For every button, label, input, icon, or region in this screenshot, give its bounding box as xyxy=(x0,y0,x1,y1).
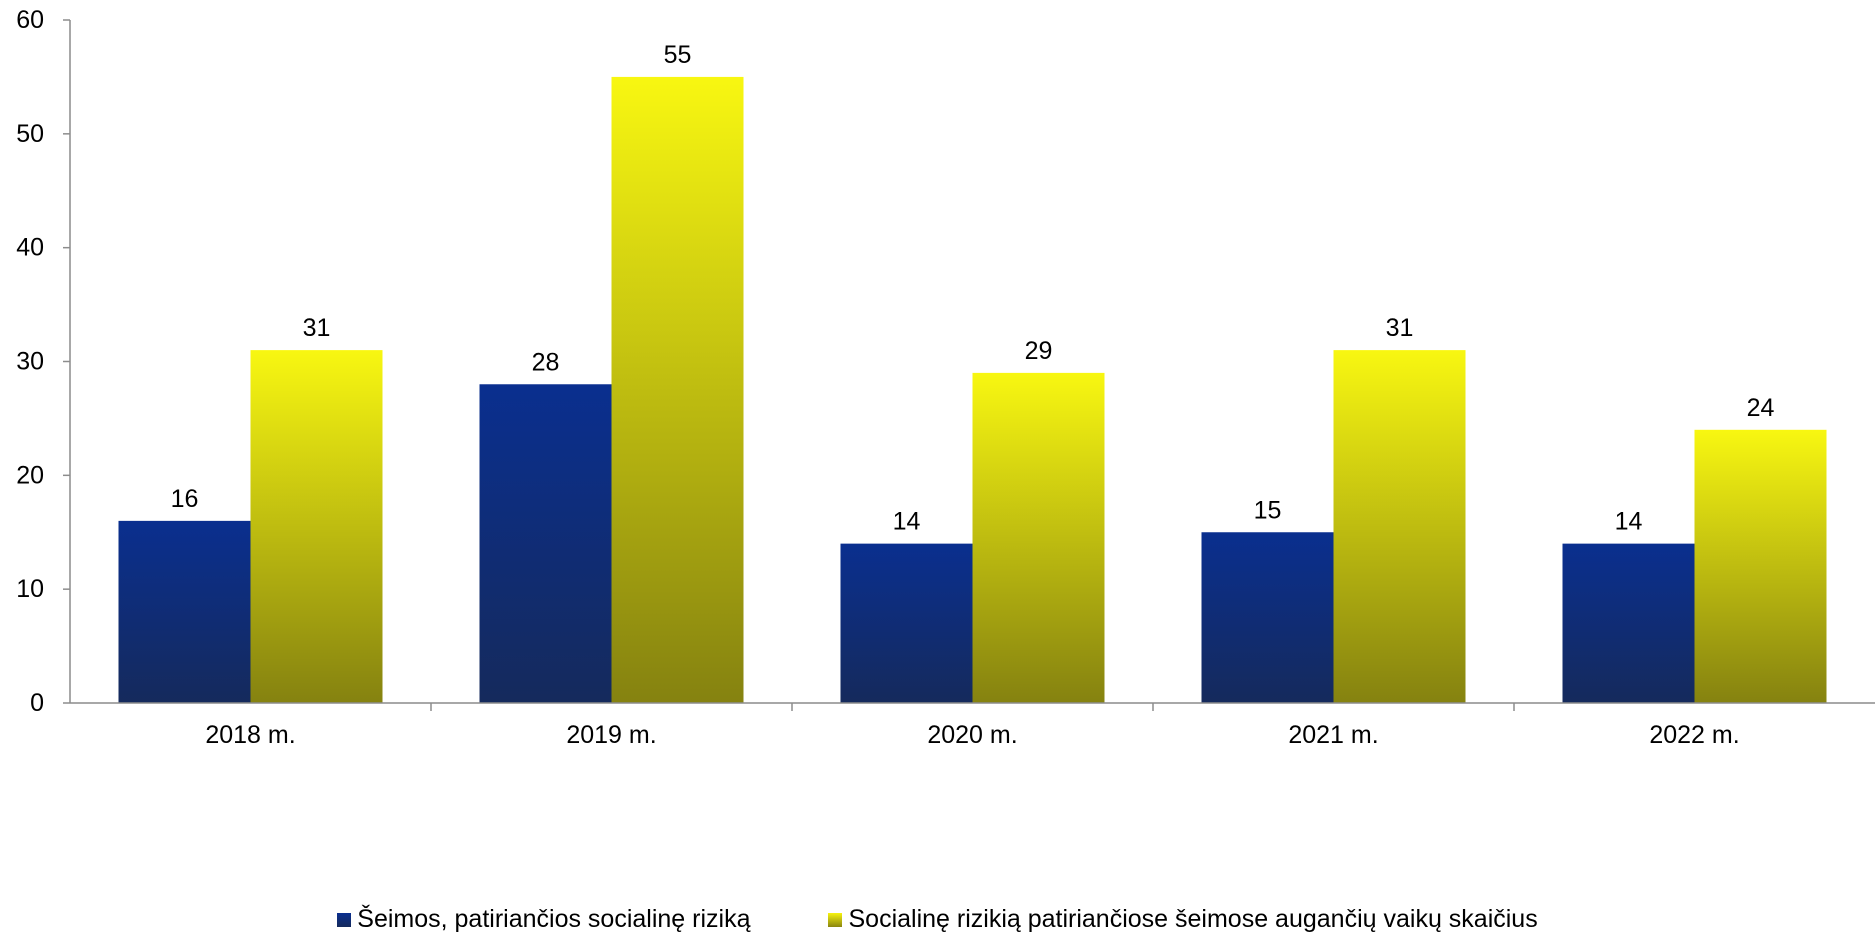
data-label: 29 xyxy=(1025,337,1053,365)
bar-series-0 xyxy=(1562,543,1695,703)
y-tick-label: 30 xyxy=(16,348,44,376)
data-label: 15 xyxy=(1254,496,1282,524)
y-tick-label: 20 xyxy=(16,461,44,489)
y-tick-label: 0 xyxy=(30,689,44,717)
legend-swatch-blue xyxy=(337,912,352,927)
x-tick-label: 2021 m. xyxy=(1288,721,1378,749)
x-tick-label: 2018 m. xyxy=(205,721,295,749)
bar-series-1 xyxy=(611,76,744,703)
bar-chart: 0 10 20 30 40 50 60 16 31 28 55 14 29 15 31 14 24 2018 … xyxy=(16,6,1875,749)
data-label: 55 xyxy=(664,41,692,69)
data-label: 31 xyxy=(1386,314,1414,342)
data-label: 14 xyxy=(1615,508,1643,536)
bar-series-1 xyxy=(1333,350,1466,703)
legend: Šeimos, patiriančios socialinę riziką So… xyxy=(0,905,1875,934)
bar-series-0 xyxy=(840,543,973,703)
y-tick-label: 40 xyxy=(16,234,44,262)
data-label: 24 xyxy=(1747,394,1775,422)
data-label: 14 xyxy=(893,508,921,536)
data-label: 16 xyxy=(171,485,199,513)
bar-series-0 xyxy=(1201,532,1334,703)
x-tick-label: 2022 m. xyxy=(1649,721,1739,749)
legend-item-children: Socialinę rizikią patiriančiose šeimose … xyxy=(828,905,1538,934)
y-tick-label: 10 xyxy=(16,575,44,603)
legend-label-children: Socialinę rizikią patiriančiose šeimose … xyxy=(848,905,1538,933)
x-tick-label: 2019 m. xyxy=(566,721,656,749)
legend-swatch-yellow xyxy=(828,912,843,927)
y-tick-label: 60 xyxy=(16,6,44,34)
legend-item-families: Šeimos, patiriančios socialinę riziką xyxy=(337,905,750,934)
data-label: 31 xyxy=(303,314,331,342)
bar-series-0 xyxy=(479,384,612,703)
bar-series-1 xyxy=(972,372,1105,703)
y-tick-label: 50 xyxy=(16,120,44,148)
x-tick-label: 2020 m. xyxy=(927,721,1017,749)
legend-label-families: Šeimos, patiriančios socialinę riziką xyxy=(357,905,751,933)
data-label: 28 xyxy=(532,348,560,376)
bar-series-1 xyxy=(250,350,383,703)
bar-series-1 xyxy=(1694,429,1827,703)
bar-series-0 xyxy=(118,520,251,703)
